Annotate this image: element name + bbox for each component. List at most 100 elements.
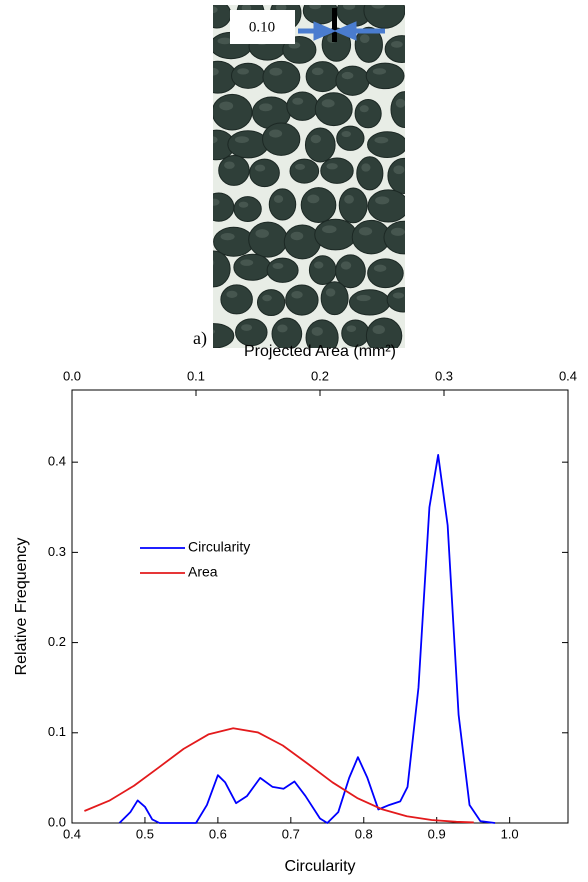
particle	[305, 61, 340, 93]
series-line	[84, 727, 474, 824]
particle-highlight	[340, 261, 352, 270]
particle-photo	[213, 5, 405, 348]
particle	[249, 158, 280, 188]
particle-highlight	[358, 227, 373, 236]
particle-highlight	[341, 131, 352, 138]
particle-highlight	[321, 99, 335, 108]
particle	[233, 253, 272, 281]
particle	[233, 196, 262, 222]
particle	[230, 62, 266, 89]
particle	[335, 65, 370, 96]
particle-highlight	[391, 41, 403, 48]
particle-highlight	[226, 290, 238, 298]
x2-axis-label: Projected Area (mm²)	[244, 343, 396, 360]
particle-highlight	[325, 288, 336, 297]
particle-highlight	[213, 6, 218, 14]
particle	[314, 92, 353, 127]
particle	[235, 318, 268, 347]
particle-highlight	[277, 324, 288, 333]
y-tick-label: 0.2	[48, 634, 66, 649]
particle-highlight	[346, 325, 357, 332]
particle-highlight	[374, 136, 389, 144]
legend-label: Circularity	[188, 539, 250, 555]
x-tick-label: 0.9	[428, 826, 446, 841]
particle	[262, 122, 301, 156]
particle	[320, 281, 349, 316]
y-tick-label: 0.3	[48, 544, 66, 559]
x2-tick-label: 0.3	[435, 368, 453, 383]
x-tick-label: 0.6	[209, 826, 227, 841]
particle	[213, 192, 235, 222]
particle-highlight	[238, 201, 249, 208]
particle	[367, 258, 404, 289]
particle	[384, 35, 405, 63]
series-line	[118, 454, 496, 824]
x-axis-label: Circularity	[284, 858, 355, 875]
particle	[308, 255, 337, 285]
particle	[390, 91, 405, 128]
particle	[283, 224, 321, 260]
particle-highlight	[307, 194, 320, 204]
particle-highlight	[241, 324, 253, 331]
particle-highlight	[375, 196, 390, 205]
particle-highlight	[390, 227, 405, 236]
x-tick-label: 1.0	[501, 826, 519, 841]
particle-highlight	[361, 163, 371, 172]
particle	[268, 188, 297, 221]
particle-highlight	[311, 326, 323, 336]
particle-highlight	[371, 5, 386, 9]
particle-highlight	[213, 198, 220, 206]
particle-highlight	[372, 325, 385, 335]
particle-highlight	[372, 68, 387, 75]
particle	[218, 154, 250, 186]
particle-highlight	[295, 163, 306, 170]
particle	[266, 257, 299, 283]
x-tick-label: 0.7	[282, 826, 300, 841]
particle-highlight	[213, 136, 218, 144]
particle	[285, 284, 319, 316]
particle-highlight	[224, 161, 235, 169]
particle-highlight	[359, 105, 369, 113]
particle-highlight	[272, 262, 284, 270]
y-tick-label: 0.1	[48, 724, 66, 739]
particle-highlight	[290, 231, 304, 241]
particle-highlight	[219, 101, 234, 111]
particle-highlight	[291, 290, 303, 299]
plot-frame	[71, 389, 569, 824]
particle	[336, 125, 365, 151]
particle-highlight	[322, 225, 337, 234]
particle-highlight	[356, 294, 371, 302]
particle-highlight	[326, 163, 338, 170]
y-tick-label: 0.0	[48, 814, 66, 829]
particle-highlight	[341, 71, 354, 80]
scale-bar	[332, 8, 337, 42]
particle	[305, 319, 339, 348]
particle	[314, 218, 357, 251]
particle	[348, 289, 391, 316]
particle	[213, 323, 235, 348]
scale-arrow	[333, 21, 385, 41]
x-tick-label: 0.5	[136, 826, 154, 841]
particle-highlight	[292, 97, 304, 105]
particle-highlight	[311, 67, 324, 76]
particle	[304, 127, 336, 163]
particle-highlight	[395, 98, 405, 108]
particle-highlight	[359, 34, 370, 44]
particle	[338, 187, 368, 224]
particle-highlight	[220, 233, 235, 241]
particle	[248, 221, 288, 258]
x2-tick-label: 0.1	[187, 368, 205, 383]
particle	[256, 289, 286, 317]
particle	[286, 91, 319, 121]
particle	[365, 317, 403, 348]
scale-arrow	[298, 21, 337, 41]
particle-highlight	[217, 37, 232, 45]
particle-highlight	[392, 292, 405, 299]
particle-highlight	[275, 5, 287, 12]
particle	[227, 130, 269, 159]
y-tick-label: 0.4	[48, 454, 66, 469]
particle-highlight	[393, 165, 405, 175]
particle	[367, 131, 405, 159]
particle	[365, 62, 405, 90]
